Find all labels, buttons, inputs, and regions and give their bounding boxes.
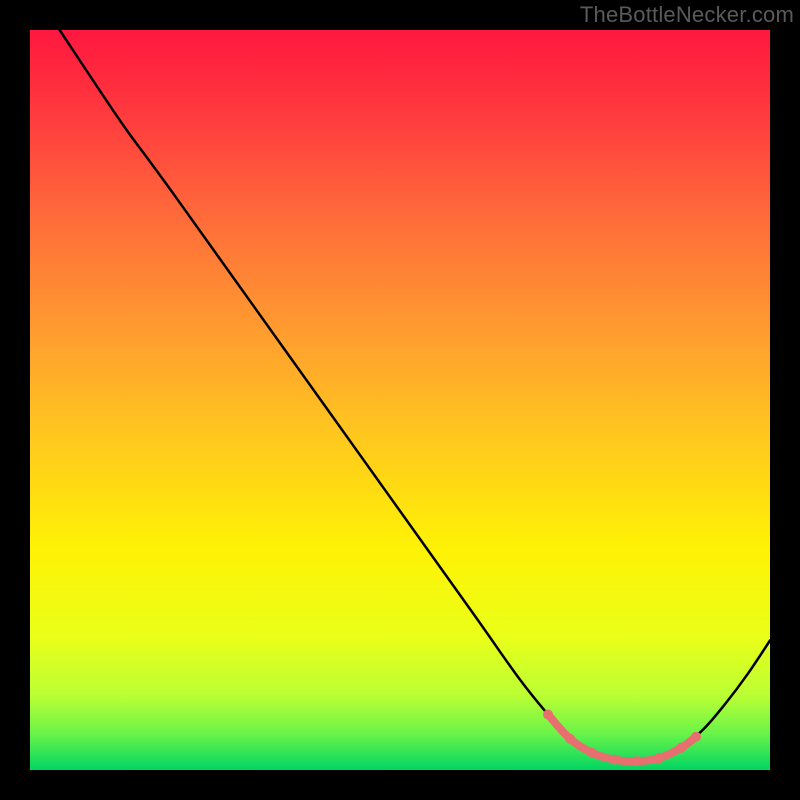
- highlight-marker: [543, 710, 553, 720]
- highlight-marker: [610, 755, 620, 765]
- chart-gradient-bg: [30, 30, 770, 770]
- highlight-marker: [676, 743, 686, 753]
- chart-root: TheBottleNecker.com: [0, 0, 800, 800]
- highlight-marker: [565, 734, 575, 744]
- bottleneck-chart: [0, 0, 800, 800]
- highlight-marker: [691, 732, 701, 742]
- highlight-marker: [632, 756, 642, 766]
- watermark-text: TheBottleNecker.com: [580, 2, 794, 28]
- highlight-marker: [587, 748, 597, 758]
- highlight-marker: [654, 753, 664, 763]
